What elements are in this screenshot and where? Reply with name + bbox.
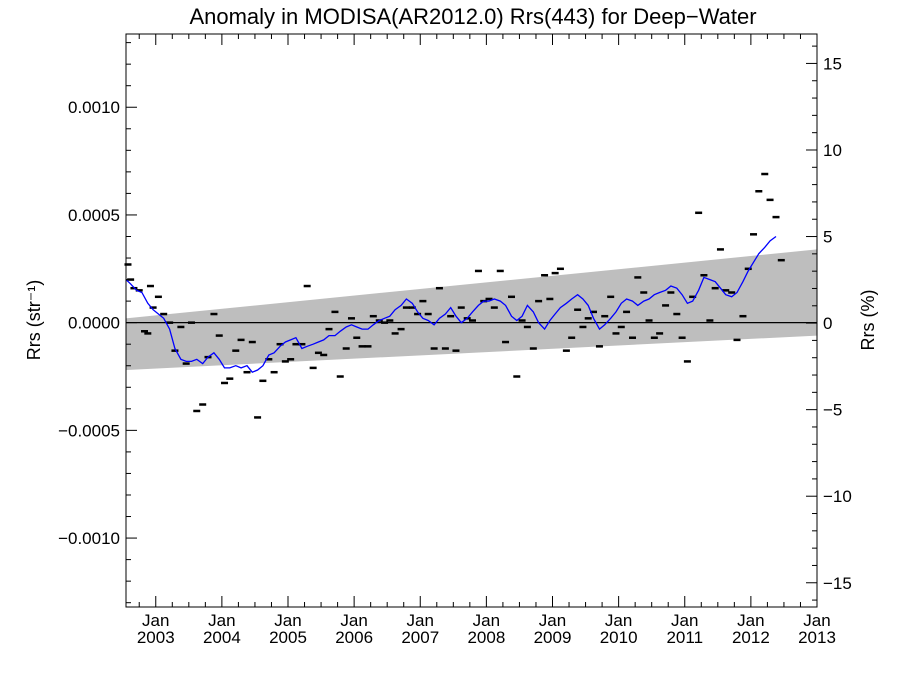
y2-tick-label: 10 — [823, 141, 842, 160]
y-tick-label: 0.0010 — [68, 98, 120, 117]
x-tick-month-label: Jan — [803, 611, 830, 630]
x-tick-month-label: Jan — [539, 611, 566, 630]
x-tick-year-label: 2012 — [732, 628, 770, 647]
x-tick-month-label: Jan — [671, 611, 698, 630]
plot-area: 0.0010 0.0005 0.0000 −0.0005 −0.0010 15 10 5 0 −5… — [58, 33, 852, 647]
y-tick-label: 0.0000 — [68, 314, 120, 333]
x-tick-month-label: Jan — [208, 611, 235, 630]
y2-tick-label: 0 — [823, 314, 832, 333]
plot-frame — [125, 33, 818, 608]
x-tick-month-label: Jan — [473, 611, 500, 630]
x-tick-year-label: 2008 — [467, 628, 505, 647]
x-tick-month-label: Jan — [142, 611, 169, 630]
y2-axis-label: Rrs (%) — [858, 290, 878, 351]
y-tick-label: −0.0010 — [58, 529, 120, 548]
x-tick-year-label: 2004 — [203, 628, 241, 647]
y-axis-label: Rrs (str⁻¹) — [24, 280, 44, 360]
x-tick-year-label: 2013 — [798, 628, 836, 647]
y2-tick-label: −5 — [823, 401, 842, 420]
x-tick-month-label: Jan — [407, 611, 434, 630]
x-tick-year-label: 2011 — [666, 628, 703, 647]
x-tick-year-label: 2003 — [137, 628, 175, 647]
series-line — [125, 235, 777, 373]
x-tick-month-label: Jan — [274, 611, 301, 630]
x-tick-year-label: 2009 — [534, 628, 572, 647]
x-tick-year-label: 2006 — [335, 628, 373, 647]
y2-tick-label: 5 — [823, 228, 832, 247]
y2-tick-label: 15 — [823, 54, 842, 73]
y-tick-label: 0.0005 — [68, 206, 120, 225]
y-tick-label: −0.0005 — [58, 421, 120, 440]
confidence-band — [126, 249, 817, 371]
x-tick-month-label: Jan — [605, 611, 632, 630]
chart-title: Anomaly in MODISA(AR2012.0) Rrs(443) for… — [189, 4, 756, 29]
y2-tick-label: −15 — [823, 574, 852, 593]
x-tick-month-label: Jan — [737, 611, 764, 630]
y2-tick-label: −10 — [823, 487, 852, 506]
x-tick-year-label: 2005 — [269, 628, 307, 647]
x-tick-month-label: Jan — [340, 611, 367, 630]
x-tick-year-label: 2010 — [600, 628, 638, 647]
x-tick-year-label: 2007 — [401, 628, 439, 647]
